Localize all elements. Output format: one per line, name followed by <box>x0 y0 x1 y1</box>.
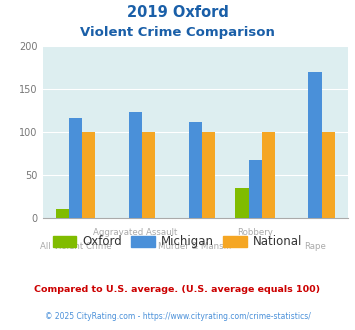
Text: All Violent Crime: All Violent Crime <box>40 242 111 251</box>
Bar <box>129 112 142 218</box>
Text: 2019 Oxford: 2019 Oxford <box>127 5 228 20</box>
Text: Aggravated Assault: Aggravated Assault <box>93 228 178 237</box>
Text: Violent Crime Comparison: Violent Crime Comparison <box>80 26 275 39</box>
Text: Murder & Mans...: Murder & Mans... <box>158 242 232 251</box>
Bar <box>142 132 155 218</box>
Bar <box>322 132 335 218</box>
Bar <box>308 72 322 218</box>
Text: © 2025 CityRating.com - https://www.cityrating.com/crime-statistics/: © 2025 CityRating.com - https://www.city… <box>45 312 310 321</box>
Bar <box>235 188 248 218</box>
Bar <box>82 132 95 218</box>
Bar <box>69 118 82 218</box>
Text: Rape: Rape <box>304 242 326 251</box>
Bar <box>189 122 202 218</box>
Bar <box>202 132 215 218</box>
Legend: Oxford, Michigan, National: Oxford, Michigan, National <box>48 231 307 253</box>
Text: Compared to U.S. average. (U.S. average equals 100): Compared to U.S. average. (U.S. average … <box>34 285 321 294</box>
Bar <box>56 209 69 218</box>
Text: Robbery: Robbery <box>237 228 273 237</box>
Bar <box>262 132 275 218</box>
Bar <box>248 160 262 218</box>
